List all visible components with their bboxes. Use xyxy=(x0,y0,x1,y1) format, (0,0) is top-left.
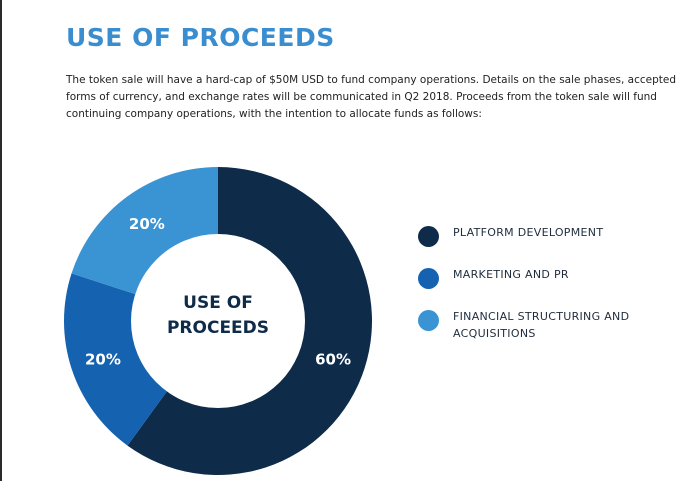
page-title: USE OF PROCEEDS xyxy=(66,23,335,52)
value-label-financial-structuring: 20% xyxy=(129,215,165,233)
legend-item-marketing: MARKETING AND PR xyxy=(418,266,678,289)
donut-hole xyxy=(131,234,305,408)
legend-label-platform: PLATFORM DEVELOPMENT xyxy=(453,226,604,239)
left-border xyxy=(0,0,2,481)
center-label-line2: PROCEEDS xyxy=(167,318,269,338)
center-label-line1: USE OF xyxy=(183,293,253,313)
legend-swatch-marketing xyxy=(418,268,439,289)
legend-swatch-financial xyxy=(418,310,439,331)
legend-label-financial: FINANCIAL STRUCTURING AND ACQUISITIONS xyxy=(453,310,630,340)
value-label-platform-development: 60% xyxy=(315,350,351,368)
value-label-marketing-and-pr: 20% xyxy=(85,350,121,368)
legend-item-financial: FINANCIAL STRUCTURING AND ACQUISITIONS xyxy=(418,308,678,342)
chart-legend: PLATFORM DEVELOPMENT MARKETING AND PR FI… xyxy=(418,224,678,361)
legend-item-platform: PLATFORM DEVELOPMENT xyxy=(418,224,678,247)
legend-label-marketing: MARKETING AND PR xyxy=(453,268,569,281)
intro-paragraph: The token sale will have a hard-cap of $… xyxy=(66,74,676,120)
legend-swatch-platform xyxy=(418,226,439,247)
